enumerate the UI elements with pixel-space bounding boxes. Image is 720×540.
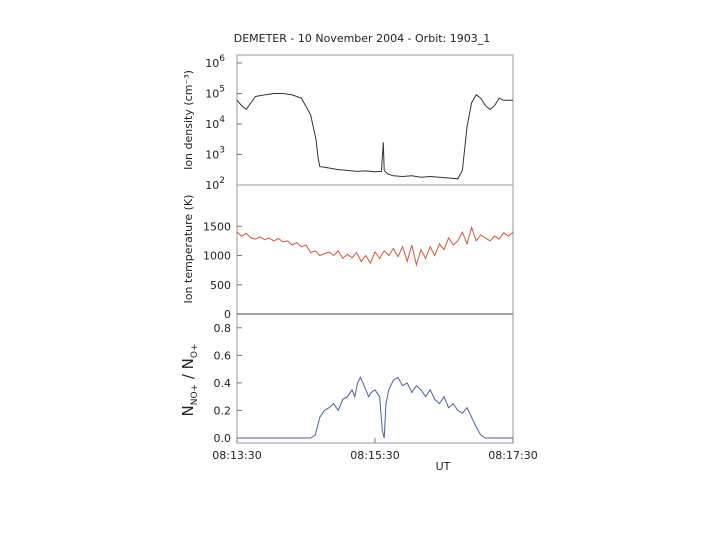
- ion-density-y-label: Ion density (cm⁻³): [182, 70, 195, 170]
- x-axis-label: UT: [436, 460, 451, 473]
- x-tick-label: 08:15:30: [350, 449, 399, 462]
- ion-temperature-y-tick-label: 1000: [203, 250, 231, 263]
- ion-density-y-tick-base: 10: [205, 149, 219, 162]
- ion-ratio-label-mid: / N: [179, 358, 197, 384]
- ion-density-y-tick-label: 106: [205, 54, 225, 70]
- ion-density-y-tick-exponent: 3: [219, 146, 225, 156]
- x-axis-ticks: 08:13:30 08:15:30 08:17:30: [212, 438, 538, 462]
- ion-density-y-tick-exponent: 5: [219, 85, 225, 95]
- ion-temperature-y-ticks: 0 500 1000 1500: [203, 220, 242, 321]
- ion-temperature-y-tick-label: 500: [210, 279, 231, 292]
- panel-ion-density-frame: [236, 54, 514, 186]
- ion-density-y-tick-label: 104: [205, 115, 225, 131]
- ion-temperature-y-tick-label: 1500: [203, 220, 231, 233]
- panel-ion-ratio: 0.0 0.2 0.4 0.6 0.8 NNO+ / NO+ 08:13:30 08:15…: [179, 313, 538, 473]
- ion-ratio-y-tick-label: 0.4: [214, 377, 232, 390]
- ion-temperature-y-label: Ion temperature (K): [182, 195, 195, 304]
- ion-temperature-series: [236, 225, 514, 267]
- ion-ratio-label-sub2: O+: [190, 343, 200, 358]
- chart-title: DEMETER - 10 November 2004 - Orbit: 1903…: [234, 32, 491, 45]
- panel-ion-temperature-frame: [236, 184, 514, 315]
- ion-ratio-y-tick-label: 0.6: [214, 349, 232, 362]
- ion-density-y-tick-label: 102: [205, 176, 225, 192]
- ion-ratio-y-tick-label: 0.8: [214, 322, 232, 335]
- ion-density-y-tick-exponent: 4: [219, 115, 225, 125]
- ion-ratio-y-label: NNO+ / NO+: [179, 343, 200, 416]
- ion-ratio-y-ticks: 0.0 0.2 0.4 0.6 0.8: [214, 322, 242, 445]
- panel-ion-temperature: 0 500 1000 1500 Ion temperature (K): [182, 184, 514, 321]
- ion-density-y-tick-base: 10: [205, 88, 219, 101]
- ion-ratio-y-tick-label: 0.0: [214, 432, 232, 445]
- ion-ratio-label-sub1: NO+: [190, 384, 200, 405]
- ion-density-y-tick-label: 103: [205, 146, 225, 162]
- ion-density-y-tick-base: 10: [205, 118, 219, 131]
- panel-ion-ratio-frame: [236, 313, 514, 444]
- ion-density-y-tick-base: 10: [205, 179, 219, 192]
- x-tick-label: 08:17:30: [488, 449, 537, 462]
- ion-ratio-y-tick-label: 0.2: [214, 404, 232, 417]
- ion-density-y-tick-exponent: 6: [219, 54, 225, 64]
- ion-density-y-tick-label: 105: [205, 85, 225, 101]
- ion-density-y-tick-exponent: 2: [219, 176, 225, 186]
- ion-temperature-y-tick-label: 0: [224, 308, 231, 321]
- x-tick-label: 08:13:30: [212, 449, 261, 462]
- ion-ratio-label-n1: N: [179, 405, 197, 416]
- ion-ratio-series: [237, 376, 513, 439]
- ion-density-series: [236, 93, 513, 180]
- ion-density-y-tick-base: 10: [205, 57, 219, 70]
